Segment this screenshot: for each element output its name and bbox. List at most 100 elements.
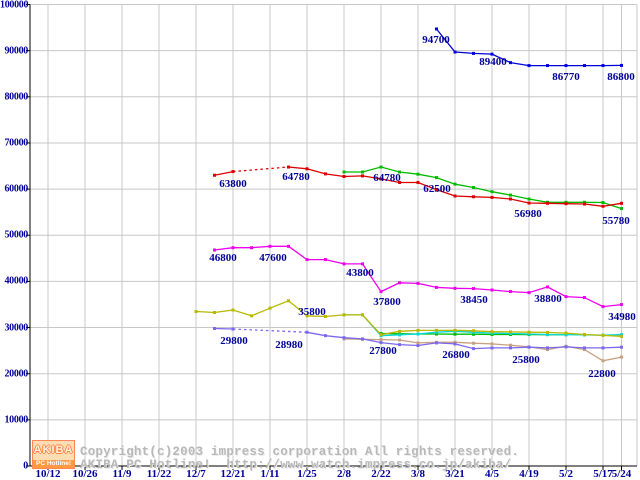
series-slateblue-marker	[527, 345, 531, 349]
series-green-marker	[361, 170, 364, 174]
series-green-marker	[472, 185, 475, 189]
series-blue-marker	[453, 50, 457, 54]
series-slateblue-marker	[453, 342, 457, 346]
series-magenta-marker	[564, 295, 568, 299]
series-blue-marker	[472, 51, 475, 55]
series-slateblue-line	[232, 328, 308, 333]
series-cyan-marker	[564, 333, 568, 337]
series-red-marker	[509, 197, 512, 201]
series-olive-marker	[398, 329, 401, 333]
series-magenta-marker	[287, 244, 290, 248]
series-slateblue-marker	[620, 345, 623, 349]
series-red-marker	[379, 177, 383, 181]
series-green-marker	[416, 172, 420, 176]
series-magenta-marker	[509, 290, 512, 294]
series-cyan-line	[344, 314, 622, 337]
series-red-marker	[287, 165, 290, 169]
series-magenta-marker	[213, 248, 216, 252]
series-cyan-marker	[435, 330, 438, 334]
series-slateblue-marker	[490, 346, 494, 350]
series-magenta-marker	[268, 244, 272, 248]
series-magenta-marker	[416, 281, 420, 285]
series-magenta-marker	[398, 281, 401, 285]
series-magenta-marker	[472, 287, 475, 291]
series-olive-marker	[472, 329, 475, 333]
series-red-marker	[361, 174, 364, 178]
series-green-marker	[601, 200, 605, 204]
series-red-marker	[305, 167, 309, 171]
series-cyan-marker	[509, 332, 512, 336]
series-olive-marker	[268, 306, 272, 310]
series-red-line	[214, 170, 234, 176]
series-cyan-marker	[398, 333, 401, 337]
series-olive-marker	[583, 332, 586, 336]
series-olive-marker	[435, 328, 438, 332]
series-slateblue-marker	[564, 345, 568, 349]
series-green-marker	[620, 207, 623, 211]
series-slateblue-line	[214, 327, 234, 330]
series-magenta-marker	[305, 258, 309, 262]
series-slateblue-marker	[416, 344, 420, 348]
series-slateblue-marker	[305, 330, 309, 334]
series-magenta-marker	[342, 262, 346, 266]
series-olive-marker	[213, 311, 216, 315]
series-olive-marker	[620, 334, 623, 338]
series-tan-marker	[546, 348, 549, 352]
series-tan-marker	[490, 342, 494, 346]
series-red-marker	[472, 195, 475, 199]
series-green-marker	[435, 176, 438, 180]
series-tan-marker	[509, 343, 512, 347]
series-blue-marker	[435, 27, 438, 31]
series-blue-marker	[527, 64, 531, 68]
series-red-marker	[583, 202, 586, 206]
series-magenta-marker	[250, 246, 253, 250]
series-tan-marker	[620, 355, 623, 359]
series-olive-marker	[194, 310, 198, 314]
series-red-marker	[324, 172, 327, 176]
series-tan-marker	[398, 338, 401, 342]
series-green-marker	[398, 170, 401, 174]
series-red-marker	[546, 201, 549, 205]
series-green-marker	[379, 165, 383, 169]
series-olive-marker	[379, 333, 383, 337]
series-blue-marker	[509, 61, 512, 65]
series-slateblue-marker	[583, 346, 586, 350]
series-slateblue-marker	[546, 346, 549, 350]
series-cyan-marker	[546, 332, 549, 336]
series-slateblue-line	[306, 331, 622, 350]
series-tan-line	[343, 338, 622, 362]
series-green-flat-marker	[435, 332, 438, 336]
series-olive-marker	[490, 330, 494, 334]
series-magenta-marker	[379, 290, 383, 294]
series-olive-marker	[250, 314, 253, 318]
series-tan-marker	[453, 340, 457, 344]
series-magenta-marker	[490, 288, 494, 292]
series-magenta-marker	[435, 285, 438, 289]
series-olive-line	[195, 300, 622, 337]
series-magenta-marker	[601, 305, 605, 309]
series-olive-marker	[287, 299, 290, 303]
series-red-marker	[620, 201, 623, 205]
series-green-marker	[583, 200, 586, 204]
series-red-marker	[601, 204, 605, 208]
series-green-marker	[453, 182, 457, 186]
series-magenta-marker	[527, 291, 531, 295]
series-blue-marker	[601, 64, 605, 68]
series-tan-marker	[601, 359, 605, 363]
series-cyan-marker	[527, 332, 531, 336]
series-slateblue-marker	[213, 326, 216, 330]
series-slateblue-marker	[324, 334, 327, 338]
series-red-marker	[564, 202, 568, 206]
series-slateblue-marker	[379, 341, 383, 345]
series-olive-marker	[527, 330, 531, 334]
series-magenta-marker	[231, 246, 235, 250]
series-blue-marker	[490, 52, 494, 56]
series-blue-marker	[564, 64, 568, 68]
series-green-marker	[527, 197, 531, 201]
series-red-marker	[527, 201, 531, 205]
series-blue-marker	[546, 64, 549, 68]
series-tan-marker	[416, 341, 420, 345]
series-red-marker	[398, 180, 401, 184]
series-olive-marker	[546, 330, 549, 334]
